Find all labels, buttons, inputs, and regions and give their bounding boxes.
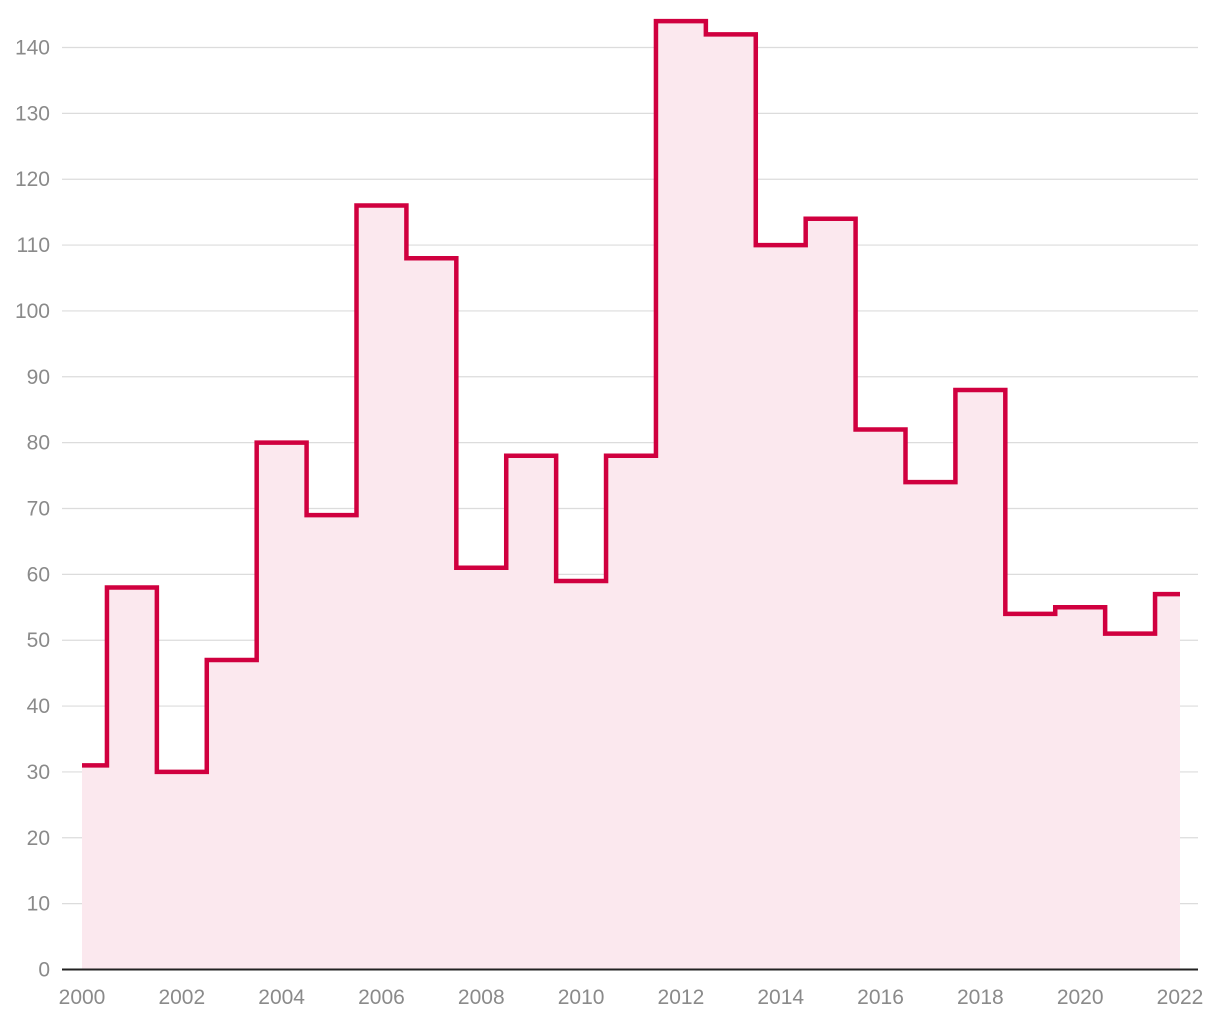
y-tick-label: 40 bbox=[27, 695, 50, 718]
y-tick-label: 60 bbox=[27, 563, 50, 586]
x-tick-label: 2020 bbox=[1057, 986, 1104, 1009]
y-tick-label: 10 bbox=[27, 893, 50, 916]
y-tick-label: 0 bbox=[38, 959, 50, 982]
x-axis-tick-labels: 2000 2002 2004 2006 2008 2010 2012 2014 2016 2018… bbox=[59, 986, 1204, 1009]
x-tick-label: 2022 bbox=[1157, 986, 1204, 1009]
x-tick-label: 2006 bbox=[358, 986, 405, 1009]
x-tick-label: 2010 bbox=[558, 986, 605, 1009]
y-tick-label: 80 bbox=[27, 432, 50, 455]
x-tick-label: 2012 bbox=[658, 986, 705, 1009]
y-tick-label: 130 bbox=[15, 102, 50, 125]
step-line bbox=[82, 18, 1180, 775]
y-tick-label: 90 bbox=[27, 366, 50, 389]
y-tick-label: 110 bbox=[17, 234, 50, 257]
y-tick-label: 30 bbox=[27, 761, 50, 784]
y-tick-label: 70 bbox=[27, 498, 50, 521]
x-tick-label: 2014 bbox=[757, 986, 804, 1009]
y-tick-label: 140 bbox=[15, 37, 50, 60]
x-tick-label: 2004 bbox=[258, 986, 305, 1009]
area-fill bbox=[82, 21, 1180, 970]
x-tick-label: 2018 bbox=[957, 986, 1004, 1009]
y-tick-label: 100 bbox=[15, 300, 50, 323]
y-axis-tick-labels: 0 10 20 30 40 50 60 70 80 90 100 110 120 130 140 bbox=[15, 37, 50, 982]
y-tick-label: 50 bbox=[27, 629, 50, 652]
x-tick-label: 2000 bbox=[59, 986, 106, 1009]
x-tick-label: 2002 bbox=[158, 986, 205, 1009]
y-tick-label: 120 bbox=[15, 168, 50, 191]
x-tick-label: 2008 bbox=[458, 986, 505, 1009]
y-tick-label: 20 bbox=[27, 827, 50, 850]
x-tick-label: 2016 bbox=[857, 986, 904, 1009]
